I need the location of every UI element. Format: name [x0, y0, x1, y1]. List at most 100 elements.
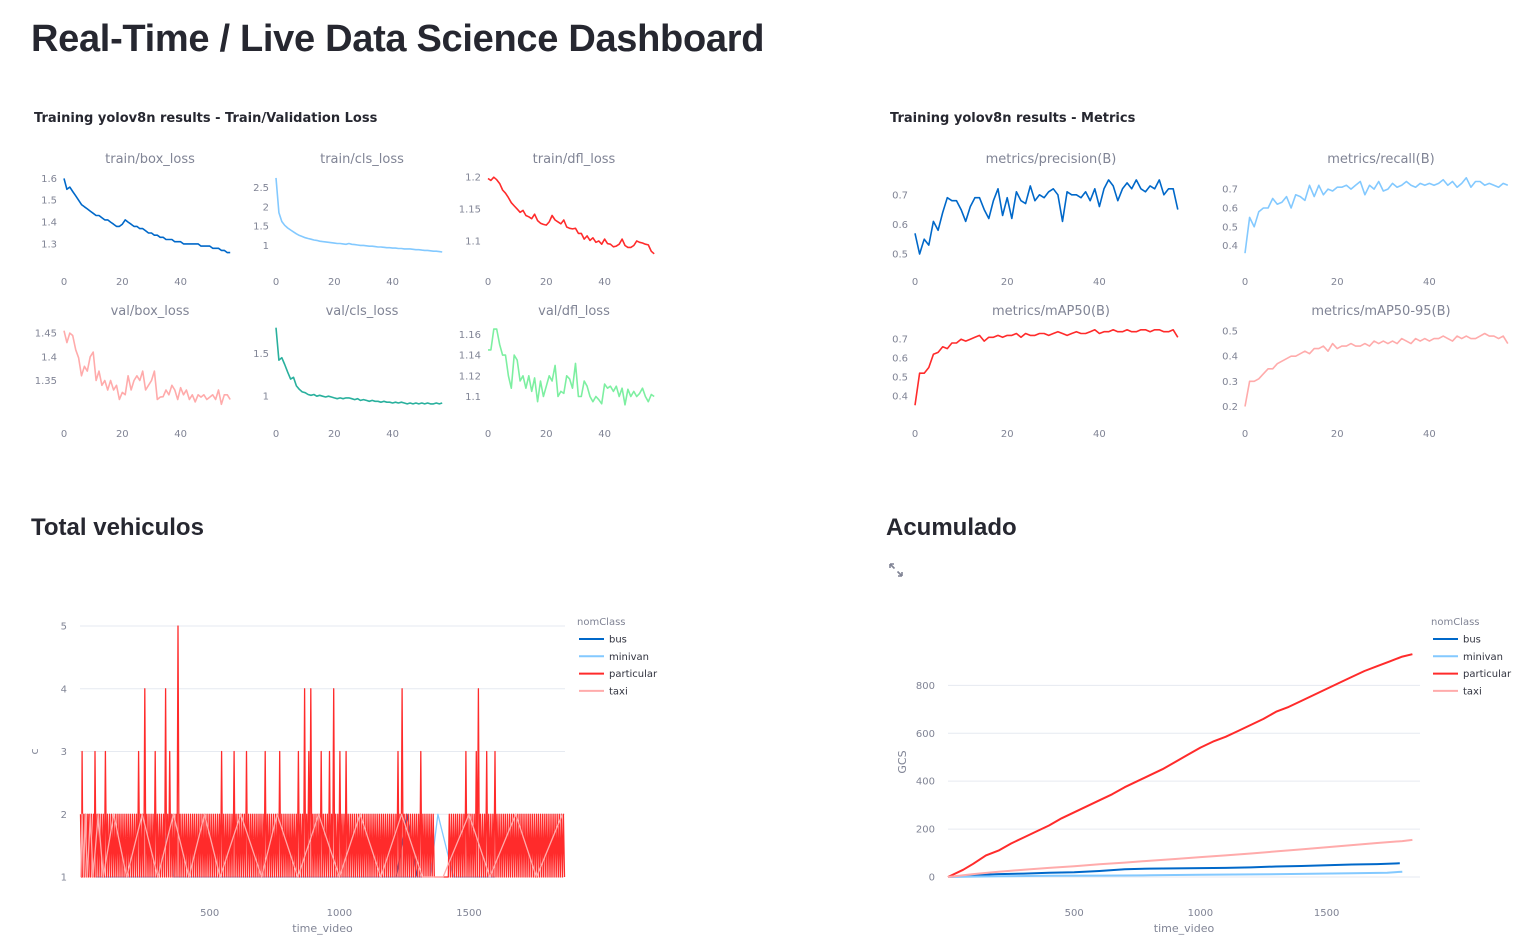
y-tick-label: 3	[61, 747, 67, 758]
y-tick-label: 1.14	[459, 351, 481, 362]
x-tick-label: 20	[540, 429, 553, 440]
y-tick-label: 1.5	[253, 222, 269, 233]
legend-label-taxi: taxi	[1463, 686, 1482, 697]
series-line	[487, 176, 655, 255]
x-tick-label: 40	[174, 277, 187, 288]
x-tick-label: 1000	[327, 908, 352, 919]
series-line-taxi	[947, 838, 1413, 878]
y-tick-label: 4	[61, 684, 67, 695]
train-box-loss-chart: train/box_loss 1.6 1.5 1.4 1.3 0 20 40	[41, 152, 231, 288]
y-tick-label: 0.5	[1222, 327, 1238, 338]
x-tick-label: 0	[61, 277, 67, 288]
subplot-title: metrics/recall(B)	[1327, 152, 1434, 167]
legend-label-bus: bus	[1463, 635, 1481, 646]
series-line-bus	[947, 862, 1400, 878]
y-tick-label: 1.12	[459, 371, 481, 382]
series-line-minivan	[947, 870, 1403, 878]
x-axis-label: time_video	[1154, 922, 1215, 935]
x-tick-label: 20	[328, 429, 341, 440]
val-dfl-loss-chart: val/dfl_loss 1.16 1.14 1.12 1.1 0 20 40	[459, 304, 655, 440]
x-tick-label: 0	[61, 429, 67, 440]
x-tick-label: 40	[598, 429, 611, 440]
x-tick-label: 500	[200, 908, 219, 919]
series-line	[1244, 332, 1509, 407]
x-tick-label: 20	[1001, 429, 1014, 440]
legend-title: nomClass	[577, 617, 626, 628]
y-tick-label: 0	[929, 873, 935, 884]
legend-label-particular: particular	[1463, 669, 1512, 680]
y-tick-label: 0.6	[1222, 203, 1238, 214]
acumulado-chart: 800 600 400 200 0 500 1000 1500 time_video GCS nom…	[896, 617, 1512, 935]
subplot-title: metrics/mAP50-95(B)	[1311, 304, 1450, 319]
legend-title: nomClass	[1431, 617, 1480, 628]
x-tick-label: 0	[1242, 277, 1248, 288]
metrics-recall-chart: metrics/recall(B) 0.7 0.6 0.5 0.4 0 20 40	[1222, 152, 1509, 288]
x-tick-label: 0	[1242, 429, 1248, 440]
x-tick-label: 0	[485, 277, 491, 288]
series-line-particular	[79, 625, 566, 878]
series-line	[488, 328, 655, 406]
x-tick-label: 20	[540, 277, 553, 288]
series-line-particular	[947, 653, 1413, 878]
metrics-map50-chart: metrics/mAP50(B) 0.7 0.6 0.5 0.4 0 20 40	[892, 304, 1179, 440]
x-tick-label: 40	[1093, 277, 1106, 288]
y-tick-label: 2	[263, 202, 269, 213]
y-tick-label: 0.4	[892, 391, 908, 402]
y-tick-label: 200	[916, 825, 935, 836]
y-tick-label: 1.5	[253, 349, 269, 360]
fullscreen-expand-icon[interactable]	[888, 562, 904, 578]
legend-label-taxi: taxi	[609, 686, 628, 697]
series-line	[275, 177, 443, 253]
y-tick-label: 2.5	[253, 183, 269, 194]
legend-label-minivan: minivan	[609, 652, 649, 663]
x-tick-label: 40	[174, 429, 187, 440]
y-tick-label: 0.6	[892, 354, 908, 365]
legend: nomClass bus minivan particular taxi	[577, 617, 658, 697]
x-tick-label: 20	[116, 277, 129, 288]
y-tick-label: 1.4	[41, 352, 57, 363]
page-title: Real-Time / Live Data Science Dashboard	[31, 18, 765, 60]
y-tick-label: 600	[916, 729, 935, 740]
y-tick-label: 0.7	[892, 335, 908, 346]
legend-label-bus: bus	[609, 635, 627, 646]
x-tick-label: 20	[1331, 429, 1344, 440]
x-tick-label: 0	[912, 277, 918, 288]
total-vehiculos-heading: Total vehiculos	[31, 514, 204, 541]
subplot-title: metrics/precision(B)	[986, 152, 1117, 167]
x-tick-label: 40	[1423, 429, 1436, 440]
y-tick-label: 1.45	[35, 329, 57, 340]
y-tick-label: 1.35	[35, 376, 57, 387]
x-tick-label: 0	[273, 277, 279, 288]
subplot-title: val/box_loss	[111, 304, 190, 319]
subplot-title: train/box_loss	[105, 152, 195, 167]
y-axis-label: GCS	[896, 750, 909, 773]
x-axis-label: time_video	[292, 922, 353, 935]
y-tick-label: 0.4	[1222, 241, 1238, 252]
val-box-loss-chart: val/box_loss 1.45 1.4 1.35 0 20 40	[35, 304, 231, 440]
y-tick-label: 1.6	[41, 174, 57, 185]
x-tick-label: 0	[912, 429, 918, 440]
subplot-title: train/dfl_loss	[533, 152, 616, 167]
y-tick-label: 1	[263, 392, 269, 403]
acumulado-heading: Acumulado	[886, 514, 1017, 541]
x-tick-label: 0	[485, 429, 491, 440]
y-tick-label: 0.5	[892, 372, 908, 383]
y-tick-label: 0.5	[1222, 222, 1238, 233]
subplot-title: train/cls_loss	[320, 152, 404, 167]
y-tick-label: 5	[61, 622, 67, 633]
y-tick-label: 0.7	[1222, 185, 1238, 196]
y-tick-label: 1.1	[465, 237, 481, 248]
y-tick-label: 0.2	[1222, 402, 1238, 413]
x-tick-label: 20	[1001, 277, 1014, 288]
subplot-title: val/dfl_loss	[538, 304, 610, 319]
metrics-precision-chart: metrics/precision(B) 0.7 0.6 0.5 0 20 40	[892, 152, 1179, 288]
y-tick-label: 1.1	[465, 392, 481, 403]
series-line	[1244, 177, 1509, 254]
y-tick-label: 800	[916, 681, 935, 692]
x-tick-label: 40	[386, 429, 399, 440]
y-tick-label: 1.4	[41, 218, 57, 229]
y-tick-label: 1	[61, 873, 67, 884]
metrics-map50-95-chart: metrics/mAP50-95(B) 0.5 0.4 0.3 0.2 0 20 40	[1222, 304, 1509, 440]
y-tick-label: 2	[61, 810, 67, 821]
